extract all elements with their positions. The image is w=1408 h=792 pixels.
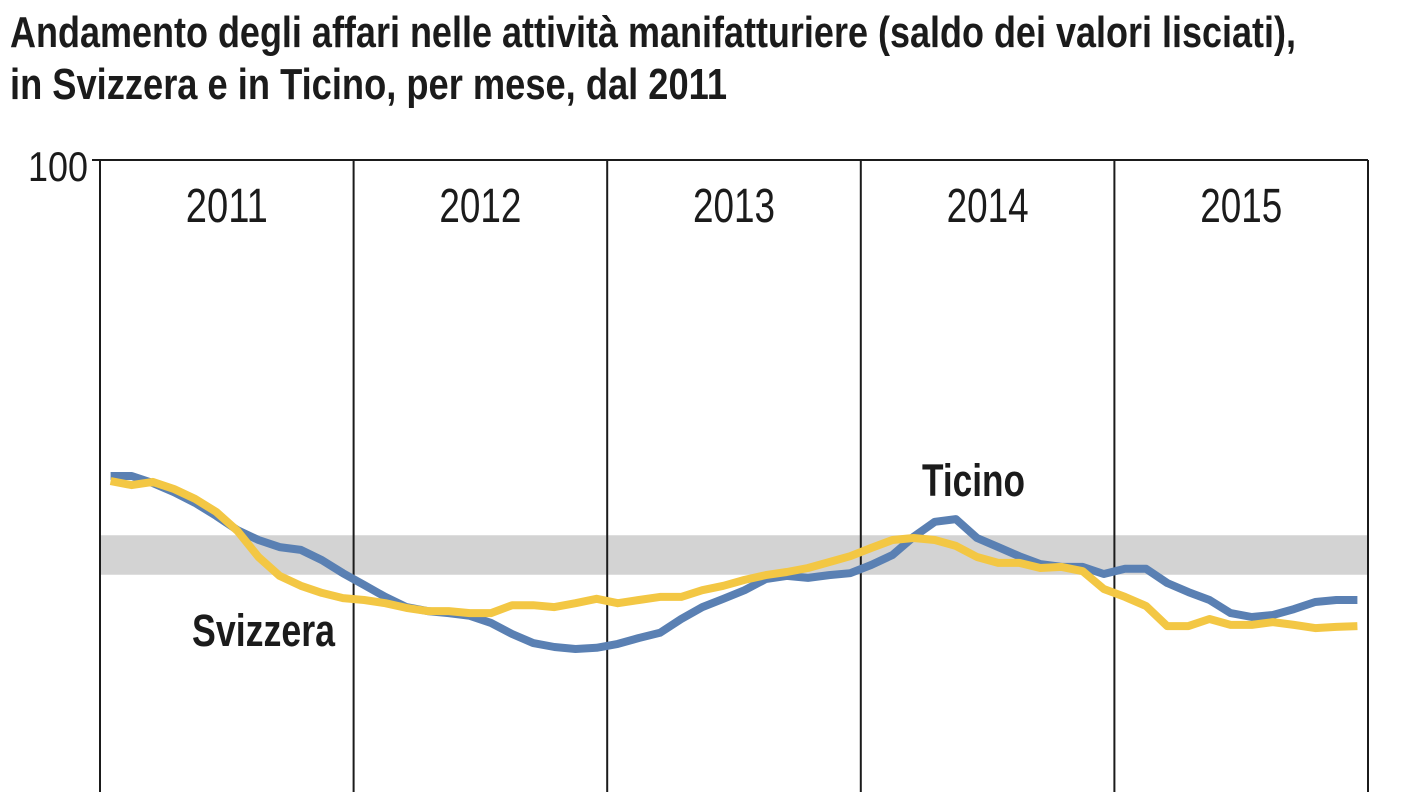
year-label-2015: 2015 — [1200, 180, 1282, 233]
series-label-ticino: Ticino — [922, 455, 1025, 506]
chart-title: Andamento degli affari nelle attività ma… — [10, 8, 1296, 109]
series-labels: Ticino Svizzera — [192, 455, 1025, 656]
chart-title-line-1: Andamento degli affari nelle attività ma… — [10, 8, 1296, 57]
neutral-band — [100, 535, 1368, 575]
series-lines — [109, 472, 1358, 653]
year-label-2014: 2014 — [947, 180, 1029, 233]
series-line-ticino — [110, 472, 1358, 653]
y-tick-label-100: 100 — [28, 143, 88, 190]
year-label-2013: 2013 — [693, 180, 775, 233]
year-label-2012: 2012 — [439, 180, 521, 233]
band-layer — [100, 535, 1368, 575]
plot-frame: 100 2011 2012 2013 2014 2015 — [28, 143, 1369, 792]
chart-title-line-2: in Svizzera e in Ticino, per mese, dal 2… — [10, 60, 727, 109]
year-label-2011: 2011 — [186, 180, 268, 233]
series-label-svizzera: Svizzera — [192, 605, 336, 656]
series-line-svizzera — [109, 477, 1358, 633]
